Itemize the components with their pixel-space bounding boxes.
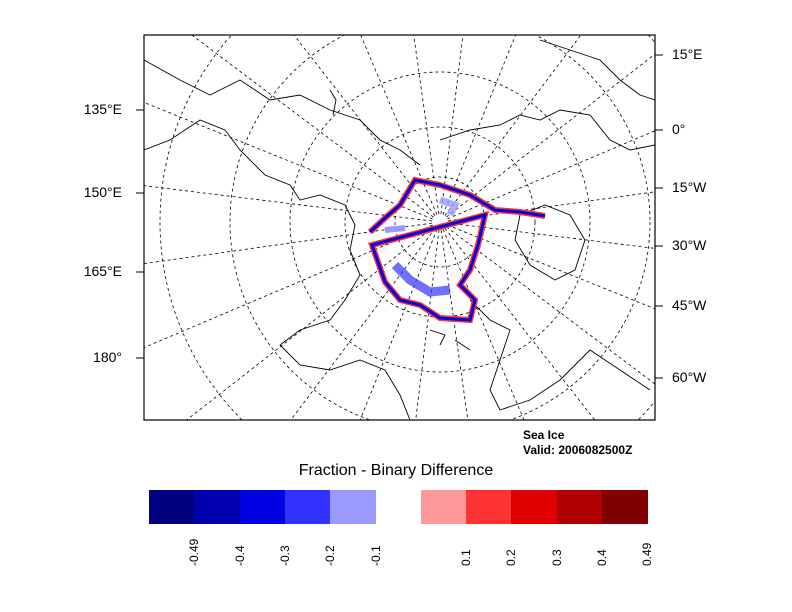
meridian-line bbox=[444, 228, 596, 420]
meridian-line bbox=[359, 229, 438, 420]
latitude-circle bbox=[289, 71, 591, 373]
colorbar-tick-label: 0.1 bbox=[459, 549, 474, 566]
latitude-circle bbox=[344, 126, 536, 318]
meridian-line bbox=[446, 53, 655, 218]
colorbar-box bbox=[556, 490, 603, 524]
variable-label: Sea Ice bbox=[523, 428, 565, 442]
meridian-line bbox=[144, 101, 433, 220]
colorbar-box bbox=[284, 490, 331, 524]
colorbar-box bbox=[194, 490, 241, 524]
graticule bbox=[144, 35, 655, 420]
lon-label-30w: 30°W bbox=[672, 237, 707, 253]
meridian-line bbox=[442, 35, 516, 215]
colorbar-box bbox=[420, 490, 467, 524]
meridian-line bbox=[144, 224, 433, 349]
meridian-line bbox=[447, 222, 655, 249]
valid-time-label: Valid: 2006082500Z bbox=[523, 443, 633, 457]
meridian-line bbox=[413, 35, 440, 215]
lon-label-180: 180° bbox=[93, 349, 122, 365]
meridian-line bbox=[415, 229, 440, 420]
lon-label-15w: 15°W bbox=[672, 179, 707, 195]
meridian-line bbox=[144, 222, 433, 265]
meridian-line bbox=[444, 35, 582, 216]
meridian-line bbox=[191, 35, 434, 218]
colorbar-box bbox=[239, 490, 286, 524]
lon-label-60w: 60°W bbox=[672, 369, 707, 385]
colorbar-tick-label: 0.49 bbox=[640, 542, 655, 566]
lon-label-135e: 135°E bbox=[83, 101, 122, 117]
latitude-circle bbox=[229, 35, 651, 420]
colorbar-tick-label: -0.3 bbox=[277, 545, 292, 566]
colorbar-box bbox=[375, 490, 422, 524]
lon-label-45w: 45°W bbox=[672, 297, 707, 313]
latitude-circle bbox=[159, 35, 655, 420]
colorbar-tick-label: -0.1 bbox=[368, 545, 383, 566]
colorbar-tick-label: 0.2 bbox=[504, 549, 519, 566]
meridian-line bbox=[290, 228, 436, 420]
meridian-line bbox=[447, 130, 655, 220]
coastlines bbox=[144, 39, 655, 420]
colorbar-box bbox=[149, 490, 195, 524]
lon-label-15e: 15°E bbox=[672, 46, 703, 62]
lon-label-150e: 150°E bbox=[83, 184, 122, 200]
colorbar-tick-label: -0.49 bbox=[187, 538, 202, 566]
colorbar-box bbox=[466, 490, 512, 524]
colorbar-tick-label: 0.4 bbox=[595, 549, 609, 566]
lon-label-165e: 165°E bbox=[83, 263, 122, 279]
meridian-line bbox=[360, 35, 438, 215]
meridian-line bbox=[447, 224, 655, 310]
meridian-line bbox=[447, 191, 655, 222]
meridian-line bbox=[446, 226, 655, 385]
lon-label-0: 0° bbox=[672, 121, 686, 137]
colorbar-tick-label: 0.3 bbox=[549, 549, 564, 566]
colorbar-tick-label: -0.4 bbox=[232, 545, 247, 566]
meridian-line bbox=[440, 35, 464, 215]
colorbar-box bbox=[330, 490, 376, 524]
colorbar-tick-label: -0.2 bbox=[323, 545, 338, 566]
meridian-line bbox=[144, 185, 433, 222]
colorbar-box bbox=[511, 490, 558, 524]
meridian-line bbox=[440, 229, 469, 420]
ice-edge-difference bbox=[367, 176, 546, 324]
colorbar-title: Fraction - Binary Difference bbox=[298, 462, 494, 479]
map-frame bbox=[143, 34, 656, 421]
meridian-line bbox=[185, 226, 434, 420]
meridian-line bbox=[293, 35, 436, 216]
meridian-line bbox=[442, 229, 525, 420]
colorbar-box bbox=[602, 490, 648, 524]
